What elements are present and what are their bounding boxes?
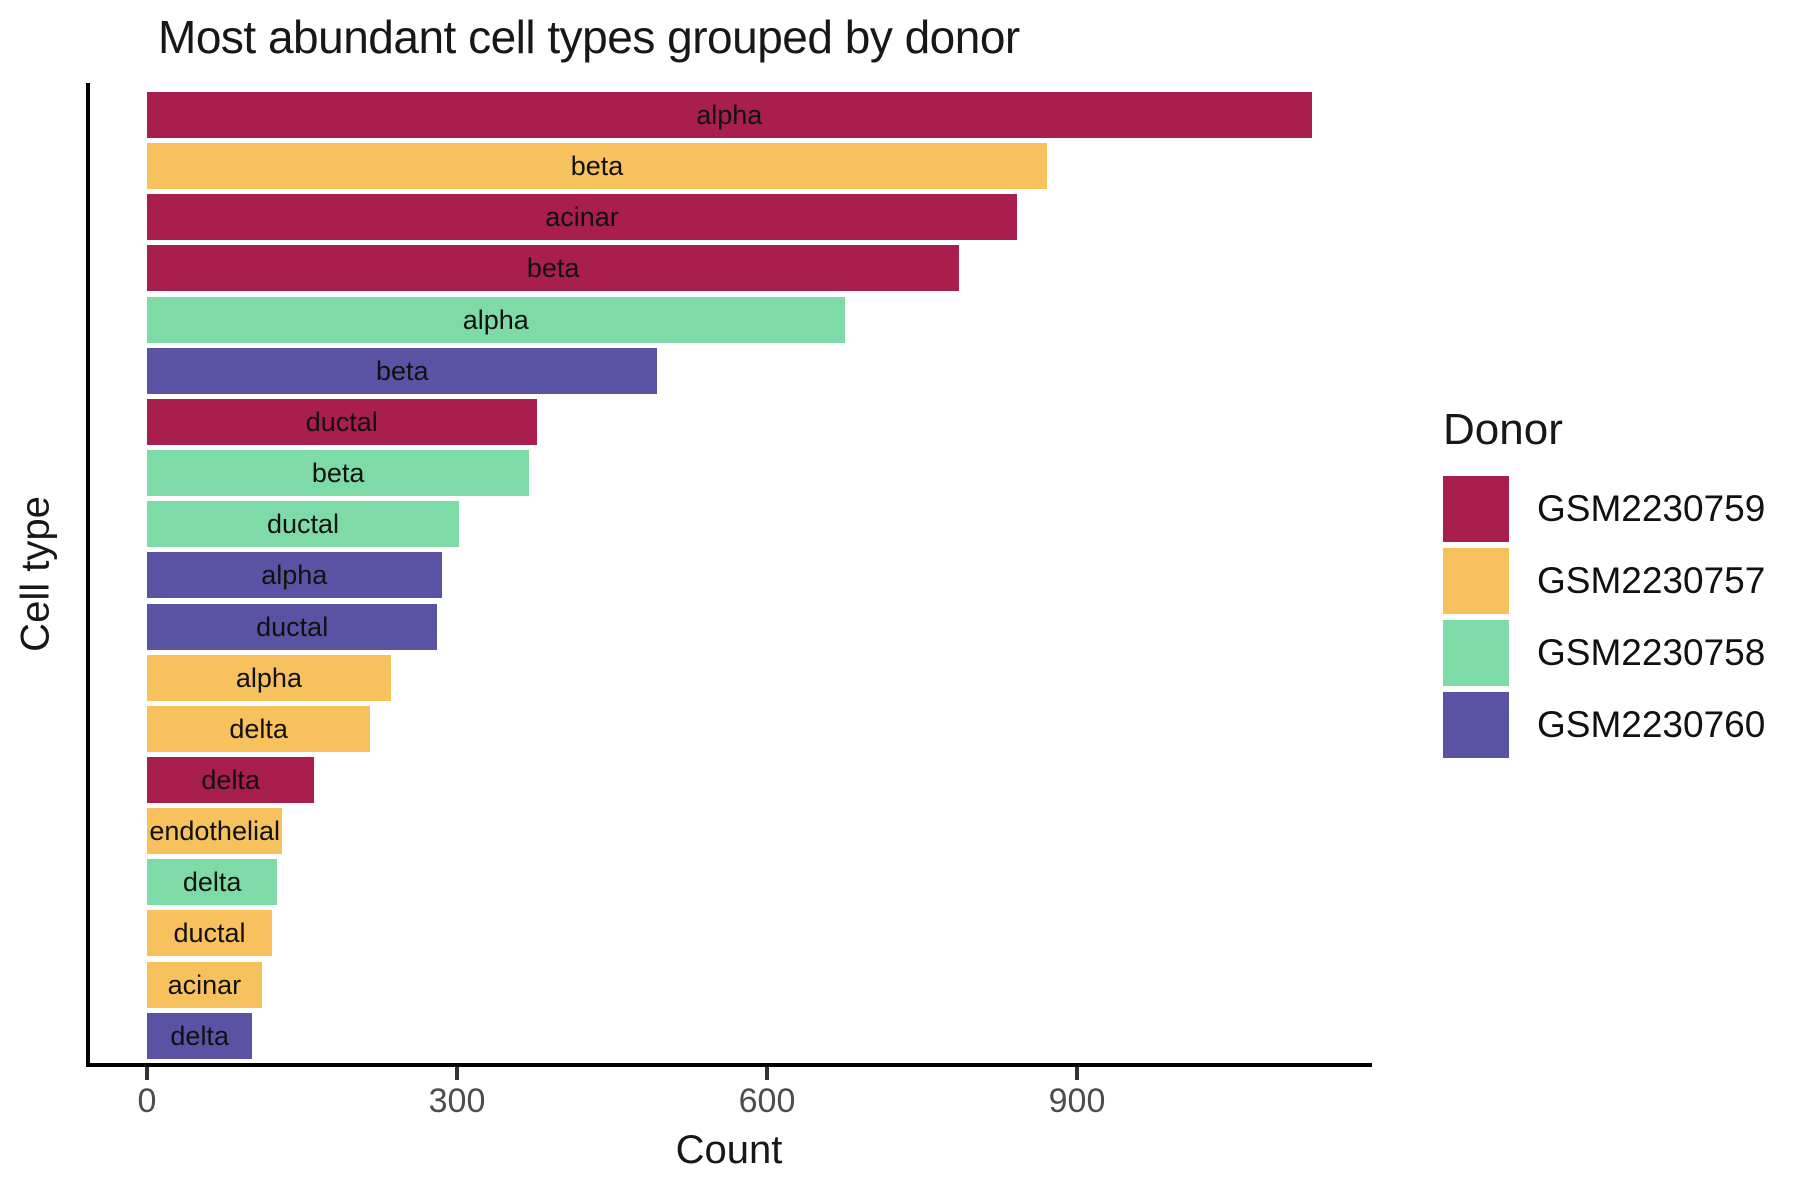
bar-label: ductal <box>173 918 246 949</box>
bar-label: delta <box>170 1020 229 1051</box>
plot-panel: alpha beta acinar beta alpha beta ductal beta du… <box>89 85 1370 1063</box>
bar-delta-GSM2230759: delta <box>147 756 315 803</box>
bar-beta-GSM2230758: beta <box>147 450 530 497</box>
bar-label: alpha <box>696 100 763 130</box>
bar-label: ductal <box>305 406 378 437</box>
bar-beta-GSM2230760: beta <box>147 347 658 394</box>
bar-label: ductal <box>256 611 329 642</box>
x-tick-mark <box>145 1067 149 1080</box>
legend-label-GSM2230757: GSM2230757 <box>1537 560 1766 601</box>
x-tick-label: 600 <box>738 1082 796 1120</box>
bar-label: beta <box>526 253 580 284</box>
chart-title: Most abundant cell types grouped by dono… <box>158 11 1020 63</box>
bar-ductal-GSM2230758: ductal <box>147 501 460 548</box>
bar-label: endothelial <box>149 816 280 847</box>
legend-swatch-GSM2230759 <box>1443 476 1509 542</box>
legend-swatch-GSM2230758 <box>1443 620 1509 686</box>
bar-label: beta <box>375 355 429 386</box>
legend-title: Donor <box>1443 405 1563 454</box>
bar-label: alpha <box>261 560 328 591</box>
bar-ductal-GSM2230760: ductal <box>147 603 438 650</box>
bar-delta-GSM2230757: delta <box>147 705 371 752</box>
x-axis-line <box>86 1063 1372 1067</box>
bar-beta-GSM2230759: beta <box>147 245 960 292</box>
x-tick-label: 0 <box>137 1082 157 1120</box>
bar-ductal-GSM2230759: ductal <box>147 398 537 445</box>
bar-beta-GSM2230757: beta <box>147 143 1048 190</box>
bar-label: beta <box>311 458 365 489</box>
bar-delta-GSM2230758: delta <box>147 859 278 906</box>
bar-alpha-GSM2230757: alpha <box>147 654 391 701</box>
x-tick-label: 300 <box>428 1082 486 1120</box>
bar-label: alpha <box>235 662 302 693</box>
bar-alpha-GSM2230760: alpha <box>147 552 442 599</box>
legend-swatch-GSM2230757 <box>1443 548 1509 614</box>
legend-label-GSM2230760: GSM2230760 <box>1537 704 1766 745</box>
x-axis-label: Count <box>675 1128 783 1172</box>
bar-label: ductal <box>267 509 340 540</box>
bar-alpha-GSM2230759: alpha <box>147 92 1312 138</box>
bar-label: delta <box>182 867 242 898</box>
bar-label: delta <box>229 713 288 744</box>
x-tick-mark <box>765 1067 769 1080</box>
bar-ductal-GSM2230757: ductal <box>147 910 273 957</box>
bar-label: acinar <box>167 969 242 1000</box>
bar-label: alpha <box>462 304 529 335</box>
y-axis-label: Cell type <box>13 496 58 652</box>
bar-acinar-GSM2230759: acinar <box>147 194 1018 241</box>
y-axis-line <box>86 83 90 1067</box>
bar-acinar-GSM2230757: acinar <box>147 961 262 1008</box>
x-tick-mark <box>1075 1067 1079 1080</box>
bar-delta-GSM2230760: delta <box>147 1012 253 1059</box>
legend-label-GSM2230759: GSM2230759 <box>1537 488 1766 529</box>
bar-label: delta <box>201 764 260 795</box>
x-tick-mark <box>455 1067 459 1080</box>
legend-swatch-GSM2230760 <box>1443 692 1509 758</box>
bar-endothelial-GSM2230757: endothelial <box>147 808 283 855</box>
bar-label: acinar <box>545 202 619 233</box>
bar-label: beta <box>570 151 624 182</box>
bar-alpha-GSM2230758: alpha <box>147 296 845 343</box>
legend-label-GSM2230758: GSM2230758 <box>1537 632 1766 673</box>
x-tick-label: 900 <box>1048 1082 1106 1120</box>
